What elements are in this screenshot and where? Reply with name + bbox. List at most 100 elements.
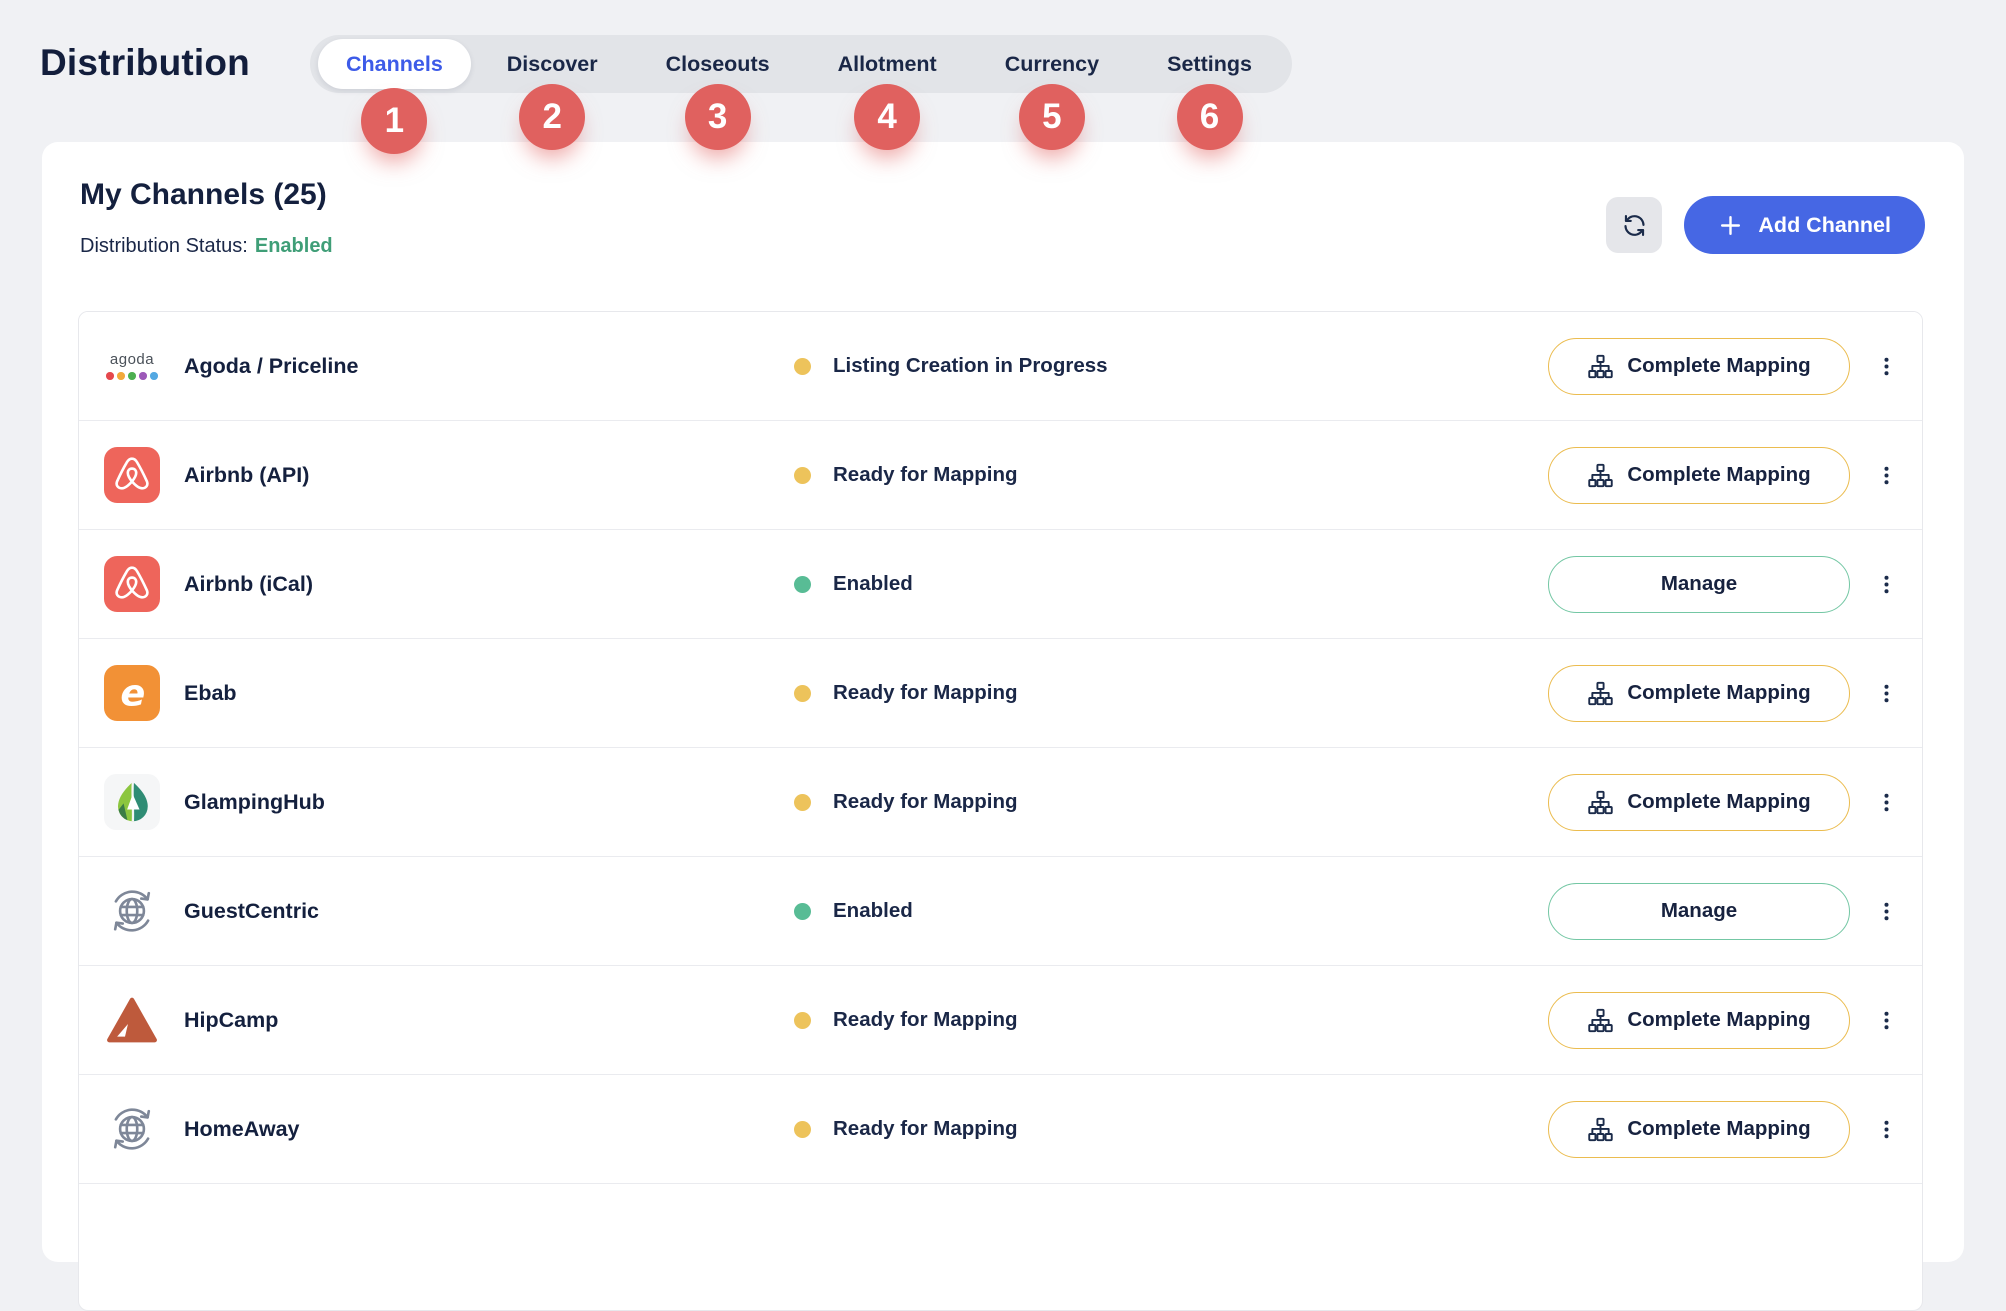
add-channel-button[interactable]: Add Channel xyxy=(1684,196,1925,254)
tab-number-badge: 4 xyxy=(854,84,921,150)
channel-list: agoda Agoda / Priceline Listing Creation… xyxy=(78,311,1923,1311)
row-menu-button[interactable] xyxy=(1865,999,1907,1041)
sitemap-icon xyxy=(1588,1117,1614,1141)
channel-status-text: Ready for Mapping xyxy=(833,681,1018,704)
agoda-dots xyxy=(106,372,158,380)
channel-status-text: Ready for Mapping xyxy=(833,790,1018,813)
tab[interactable]: Discover 2 xyxy=(473,35,632,150)
action-label: Complete Mapping xyxy=(1627,354,1811,377)
airbnb-icon xyxy=(104,556,160,612)
sitemap-icon xyxy=(1588,354,1614,378)
action-label: Complete Mapping xyxy=(1627,1117,1811,1140)
tab[interactable]: Channels 1 xyxy=(318,39,471,154)
panel-heading: My Channels (25) xyxy=(80,178,327,211)
distribution-status-value: Enabled xyxy=(254,235,333,257)
tab[interactable]: Settings 6 xyxy=(1133,35,1286,150)
sitemap-icon xyxy=(1588,681,1614,705)
header-actions: Add Channel xyxy=(1606,196,1925,254)
channel-status: Enabled xyxy=(764,572,1548,596)
channel-status: Enabled xyxy=(764,899,1548,923)
channel-name: GlampingHub xyxy=(184,789,325,814)
action-label: Complete Mapping xyxy=(1627,1008,1811,1031)
channel-action-button[interactable]: Complete Mapping xyxy=(1548,446,1850,504)
channel-status: Ready for Mapping xyxy=(764,1008,1548,1032)
status-dot xyxy=(794,466,811,484)
channel-icon xyxy=(104,1101,160,1157)
tab[interactable]: Currency 5 xyxy=(971,35,1133,150)
channel-status: Ready for Mapping xyxy=(764,681,1548,705)
action-label: Manage xyxy=(1660,572,1738,595)
channel-action-button[interactable]: Complete Mapping xyxy=(1548,773,1850,831)
channel-row: HipCamp Ready for Mapping Complete Mappi… xyxy=(79,966,1922,1075)
kebab-icon xyxy=(1883,684,1889,702)
channel-status: Ready for Mapping xyxy=(764,790,1548,814)
channel-icon: agoda xyxy=(104,338,160,394)
kebab-icon xyxy=(1883,575,1889,593)
tab-number-badge: 2 xyxy=(519,84,586,150)
tab-label: Discover xyxy=(506,51,598,76)
channel-status-text: Enabled xyxy=(833,899,913,922)
channel-icon xyxy=(104,992,160,1048)
distribution-status: Distribution Status: Enabled xyxy=(80,235,333,258)
airbnb-icon xyxy=(104,447,160,503)
tab-number-badge: 3 xyxy=(684,84,751,150)
row-menu-button[interactable] xyxy=(1865,345,1907,387)
agoda-wordmark: agoda xyxy=(109,351,155,369)
globe-sync-icon xyxy=(113,1108,151,1150)
tab-label: Settings xyxy=(1167,51,1252,76)
ebab-icon: e xyxy=(104,665,160,721)
row-menu-button[interactable] xyxy=(1865,781,1907,823)
tab-bar: Channels 1 Discover 2 Closeouts 3 Allotm… xyxy=(310,35,1292,154)
row-menu-button[interactable] xyxy=(1865,563,1907,605)
status-dot xyxy=(794,575,811,593)
action-label: Complete Mapping xyxy=(1627,790,1811,813)
channel-row: Airbnb (API) Ready for Mapping Complete … xyxy=(79,421,1922,530)
channel-action-button[interactable]: Complete Mapping xyxy=(1548,1100,1850,1158)
channel-name: HomeAway xyxy=(184,1116,300,1141)
status-dot xyxy=(794,684,811,702)
status-dot xyxy=(794,793,811,811)
kebab-icon xyxy=(1883,466,1889,484)
action-label: Complete Mapping xyxy=(1627,681,1811,704)
status-dot xyxy=(794,902,811,920)
svg-text:e: e xyxy=(120,671,145,714)
add-channel-label: Add Channel xyxy=(1758,212,1891,237)
sitemap-icon xyxy=(1588,790,1614,814)
row-menu-button[interactable] xyxy=(1865,890,1907,932)
channel-status: Ready for Mapping xyxy=(764,1117,1548,1141)
refresh-button[interactable] xyxy=(1606,197,1663,253)
globe-sync-icon xyxy=(113,890,151,932)
channel-icon xyxy=(104,774,160,830)
status-dot xyxy=(794,1120,811,1138)
channel-action-button[interactable]: Manage xyxy=(1548,882,1850,940)
action-label: Manage xyxy=(1660,899,1738,922)
channel-action-button[interactable]: Complete Mapping xyxy=(1548,664,1850,722)
channel-row: GlampingHub Ready for Mapping Complete M… xyxy=(79,748,1922,857)
tab-number-badge: 5 xyxy=(1018,84,1085,150)
kebab-icon xyxy=(1883,1120,1889,1138)
glampinghub-icon xyxy=(104,774,160,830)
channel-icon xyxy=(104,883,160,939)
tab-number-badge: 6 xyxy=(1176,84,1243,150)
row-menu-button[interactable] xyxy=(1865,672,1907,714)
plus-icon xyxy=(1721,215,1741,235)
page-title: Distribution xyxy=(40,42,250,83)
channel-action-button[interactable]: Complete Mapping xyxy=(1548,991,1850,1049)
channel-icon: e xyxy=(104,665,160,721)
row-menu-button[interactable] xyxy=(1865,454,1907,496)
channel-action-button[interactable]: Manage xyxy=(1548,555,1850,613)
tab-number-badge: 1 xyxy=(361,88,428,154)
tab[interactable]: Closeouts 3 xyxy=(632,35,804,150)
channel-row: e Ebab Ready for Mapping Complete Mappin… xyxy=(79,639,1922,748)
channel-status-text: Ready for Mapping xyxy=(833,463,1018,486)
channel-row: GuestCentric Enabled Manage xyxy=(79,857,1922,966)
tab[interactable]: Allotment 4 xyxy=(804,35,971,150)
status-dot xyxy=(794,1011,811,1029)
channel-name: HipCamp xyxy=(184,1007,279,1032)
row-menu-button[interactable] xyxy=(1865,1108,1907,1150)
tab-label: Closeouts xyxy=(665,51,770,76)
channel-action-button[interactable]: Complete Mapping xyxy=(1548,337,1850,395)
kebab-icon xyxy=(1883,357,1889,375)
channel-row: HomeAway Ready for Mapping Complete Mapp… xyxy=(79,1075,1922,1184)
tab-label: Channels xyxy=(346,51,443,76)
